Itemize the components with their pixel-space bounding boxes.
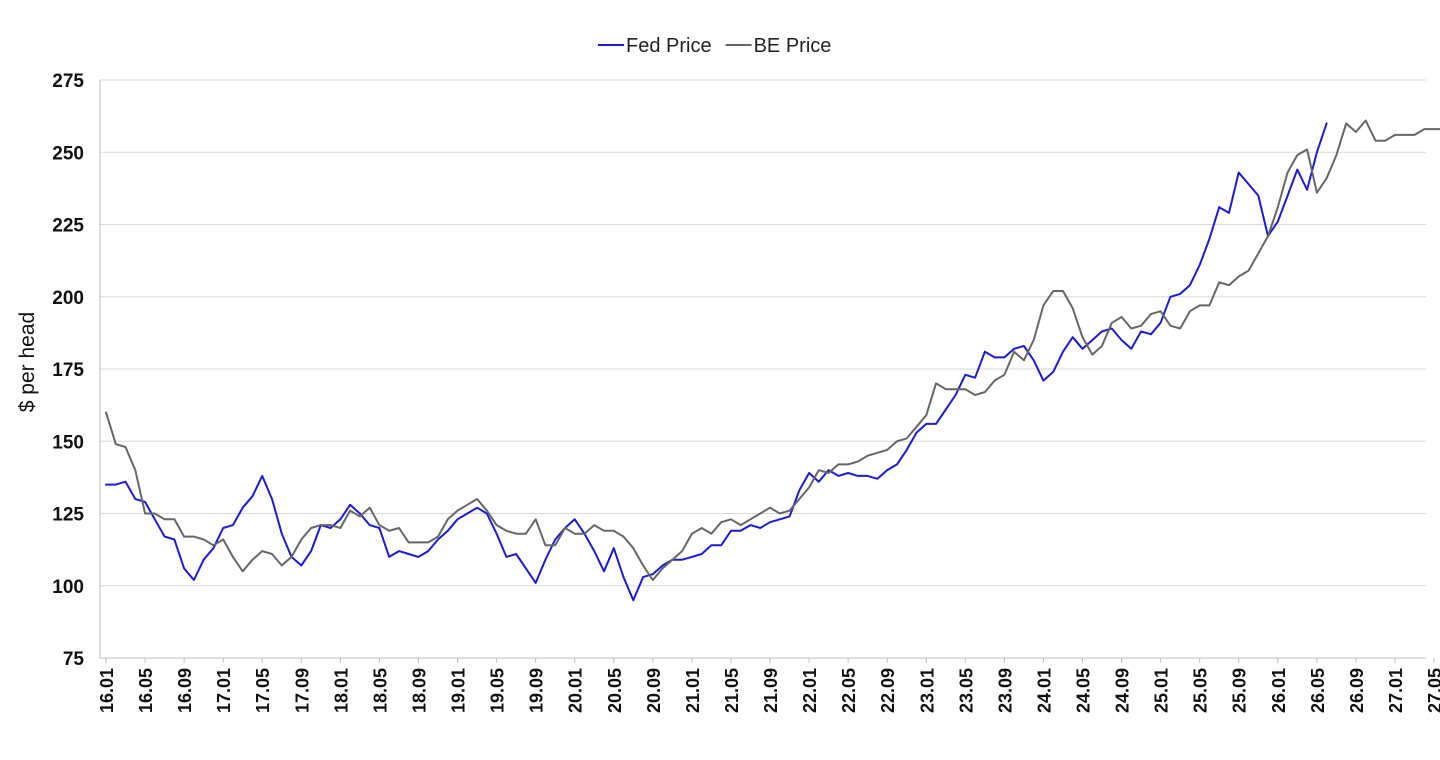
y-axis-ticks: 75 100 125 150 175 200 225 250 275	[52, 71, 84, 670]
x-tick-label: 26.05	[1308, 668, 1328, 713]
y-axis-label: $ per head	[16, 312, 39, 412]
x-tick-label: 20.09	[644, 668, 664, 713]
x-tick-label: 24.05	[1074, 668, 1094, 713]
x-tick-label: 21.09	[761, 668, 781, 713]
y-tick-label: 150	[52, 432, 84, 453]
y-tick-label: 125	[52, 505, 84, 526]
legend-label: Fed Price	[626, 35, 712, 57]
x-tick-label: 19.01	[449, 668, 469, 713]
x-tick-label: 16.05	[136, 668, 156, 713]
x-tick-label: 18.01	[331, 668, 351, 713]
fed-price-line	[105, 122, 1328, 602]
x-tick-label: 16.01	[97, 668, 117, 713]
x-tick-label: 26.09	[1347, 668, 1367, 713]
x-tick-label: 22.05	[839, 668, 859, 713]
x-tick-label: 21.01	[683, 668, 703, 713]
x-tick-label: 17.01	[214, 668, 234, 713]
x-tick-label: 22.01	[800, 668, 820, 713]
y-tick-label: 75	[63, 649, 85, 670]
x-tick-label: 18.09	[409, 668, 429, 713]
x-tick-label: 23.01	[917, 668, 937, 713]
x-tick-label: 24.09	[1113, 668, 1133, 713]
y-tick-label: 275	[52, 71, 84, 92]
x-tick-label: 24.01	[1034, 668, 1054, 713]
legend: Fed Price BE Price	[598, 35, 831, 57]
x-tick-label: 26.01	[1269, 668, 1289, 713]
y-tick-label: 200	[52, 288, 84, 309]
x-tick-label: 19.09	[527, 668, 547, 713]
y-tick-label: 100	[52, 577, 84, 598]
x-tick-label: 25.01	[1152, 668, 1172, 713]
x-tick-label: 25.09	[1230, 668, 1250, 713]
x-tick-label: 19.05	[488, 668, 508, 713]
be-price-line	[105, 119, 1440, 581]
axes	[99, 80, 1426, 659]
x-tick-label: 20.05	[605, 668, 625, 713]
x-tick-label: 23.05	[956, 668, 976, 713]
x-tick-label: 22.09	[878, 668, 898, 713]
series-lines	[105, 119, 1440, 602]
x-tick-label: 27.01	[1386, 668, 1406, 713]
x-tick-label: 23.09	[995, 668, 1015, 713]
y-tick-label: 175	[52, 360, 84, 381]
x-tick-label: 20.01	[566, 668, 586, 713]
grid-lines	[100, 79, 1426, 587]
x-tick-label: 17.09	[292, 668, 312, 713]
x-tick-label: 21.05	[722, 668, 742, 713]
x-tick-label: 17.05	[253, 668, 273, 713]
x-tick-label: 27.05	[1425, 668, 1440, 713]
legend-label: BE Price	[754, 35, 832, 57]
x-tick-label: 16.09	[175, 668, 195, 713]
y-tick-label: 225	[52, 216, 84, 237]
x-tick-label: 18.05	[370, 668, 390, 713]
x-axis-ticks: 16.01 16.05 16.09 17.01 17.05 17.09 18.01 18.05…	[97, 658, 1440, 713]
x-tick-label: 25.05	[1191, 668, 1211, 713]
y-tick-label: 250	[52, 143, 84, 164]
